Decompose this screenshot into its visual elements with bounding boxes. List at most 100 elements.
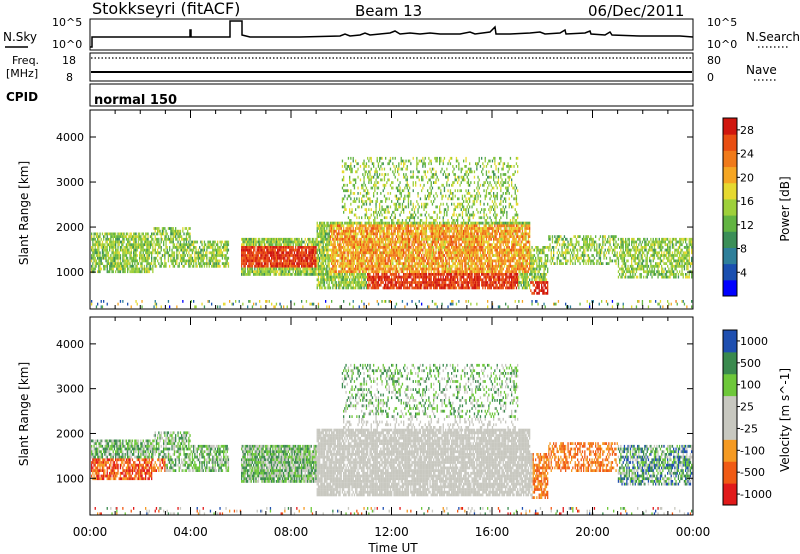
echo-cell — [315, 273, 316, 276]
echo-cell — [326, 251, 327, 254]
echo-cell — [299, 268, 300, 271]
echo-cell — [425, 230, 426, 233]
echo-cell — [393, 249, 394, 252]
echo-cell — [105, 246, 106, 249]
echo-cell — [408, 260, 409, 263]
echo-cell — [158, 246, 159, 249]
echo-cell — [126, 243, 127, 246]
echo-cell — [291, 251, 292, 254]
echo-cell — [218, 249, 219, 252]
echo-cell — [366, 222, 367, 225]
echo-cell — [259, 273, 260, 276]
echo-cell — [338, 273, 339, 276]
echo-cell — [379, 265, 380, 268]
echo-cell — [227, 260, 228, 263]
echo-cell — [365, 227, 366, 230]
echo-cell — [101, 238, 102, 241]
echo-cell — [164, 262, 165, 265]
echo-cell — [224, 241, 225, 244]
echo-cell — [414, 216, 415, 219]
echo-cell — [173, 251, 174, 254]
echo-cell — [381, 262, 382, 265]
echo-cell — [440, 243, 441, 246]
echo-cell — [282, 254, 283, 257]
echo-cell — [353, 278, 354, 281]
echo-cell — [289, 270, 290, 273]
echo-cell — [107, 246, 108, 249]
echo-cell — [420, 246, 421, 249]
echo-cell — [395, 260, 396, 263]
echo-cell — [369, 157, 370, 160]
echo-cell — [384, 278, 385, 281]
echo-cell — [433, 173, 434, 176]
echo-cell — [117, 238, 118, 241]
echo-cell — [431, 189, 432, 192]
echo-cell — [440, 233, 441, 236]
echo-cell — [411, 224, 412, 227]
echo-cell — [426, 262, 427, 265]
echo-cell — [228, 257, 229, 260]
echo-cell — [121, 262, 122, 265]
echo-cell — [423, 254, 424, 257]
echo-cell — [332, 227, 333, 230]
echo-cell — [330, 249, 331, 252]
echo-cell — [421, 287, 422, 290]
echo-cell — [339, 251, 340, 254]
echo-cell — [350, 260, 351, 263]
echo-cell — [326, 254, 327, 257]
echo-cell — [134, 233, 135, 236]
echo-cell — [343, 251, 344, 254]
echo-cell — [97, 262, 98, 265]
echo-cell — [371, 230, 372, 233]
echo-cell — [321, 270, 322, 273]
echo-cell — [109, 265, 110, 268]
echo-cell — [444, 254, 445, 257]
echo-cell — [377, 187, 378, 190]
echo-cell — [198, 262, 199, 265]
echo-cell — [161, 233, 162, 236]
echo-cell — [150, 262, 151, 265]
echo-cell — [367, 157, 368, 160]
echo-cell — [269, 243, 270, 246]
echo-cell — [380, 222, 381, 225]
echo-cell — [311, 270, 312, 273]
echo-cell — [408, 249, 409, 252]
echo-cell — [119, 257, 120, 260]
echo-cell — [301, 238, 302, 241]
echo-cell — [251, 251, 252, 254]
echo-cell — [279, 265, 280, 268]
echo-cell — [183, 254, 184, 257]
echo-cell — [290, 243, 291, 246]
echo-cell — [139, 257, 140, 260]
echo-cell — [343, 224, 344, 227]
echo-cell — [289, 246, 290, 249]
echo-cell — [186, 235, 187, 238]
echo-cell — [159, 251, 160, 254]
echo-cell — [349, 181, 350, 184]
echo-cell — [371, 270, 372, 273]
echo-cell — [287, 251, 288, 254]
echo-cell — [96, 235, 97, 238]
echo-cell — [342, 257, 343, 260]
echo-cell — [419, 227, 420, 230]
echo-cell — [321, 222, 322, 225]
echo-cell — [441, 262, 442, 265]
echo-cell — [326, 281, 327, 284]
echo-cell — [164, 235, 165, 238]
echo-cell — [353, 184, 354, 187]
echo-cell — [191, 262, 192, 265]
echo-cell — [331, 276, 332, 279]
echo-cell — [363, 176, 364, 179]
echo-cell — [350, 276, 351, 279]
echo-cell — [344, 230, 345, 233]
echo-cell — [399, 284, 400, 287]
echo-cell — [201, 257, 202, 260]
echo-cell — [428, 251, 429, 254]
echo-cell — [157, 249, 158, 252]
echo-cell — [359, 251, 360, 254]
echo-cell — [343, 189, 344, 192]
echo-cell — [441, 273, 442, 276]
echo-cell — [199, 246, 200, 249]
echo-cell — [281, 251, 282, 254]
echo-cell — [427, 257, 428, 260]
